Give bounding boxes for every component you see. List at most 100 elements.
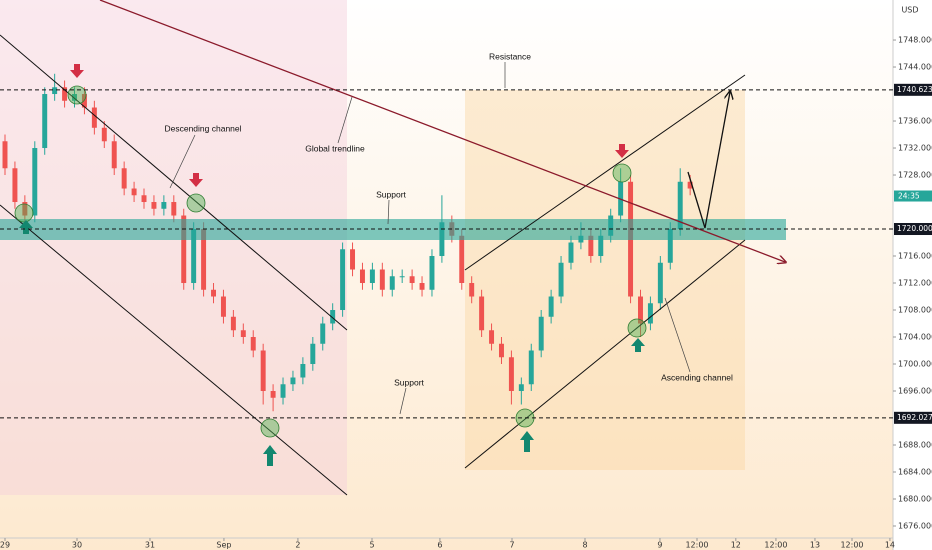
candle-body [181, 215, 187, 284]
candle-body [62, 87, 68, 101]
candle-body [389, 276, 395, 290]
up-arrow [631, 338, 645, 352]
candle-body [310, 343, 316, 365]
x-tick-label: 6 [437, 541, 442, 550]
pivot-circle [260, 418, 280, 438]
projection-arrow [687, 92, 730, 229]
callout [399, 387, 407, 415]
candle-body [250, 337, 256, 351]
candle-body [280, 384, 286, 398]
candle-body [399, 276, 405, 278]
down-arrow [189, 173, 203, 187]
up-arrows [19, 220, 645, 466]
x-tick-label: 7 [509, 541, 514, 550]
candle-body [498, 343, 504, 358]
x-tick-label: 31 [145, 541, 155, 550]
candle-body [12, 168, 18, 203]
y-tick-label: 1696.000 [898, 387, 932, 396]
candle-body [42, 94, 48, 149]
level-box [894, 83, 932, 96]
down-arrow [70, 64, 84, 78]
candle-body [558, 262, 564, 297]
candle-body [588, 235, 594, 257]
candle-body [429, 256, 435, 290]
candle-body [300, 364, 306, 378]
candle-body [32, 148, 38, 216]
candle-body [598, 235, 604, 257]
candle-body [677, 181, 683, 230]
y-tick-label: 1676.000 [898, 521, 932, 530]
candle-body [211, 289, 217, 297]
x-tick-label: Sep [216, 541, 231, 550]
candle-body [191, 229, 197, 284]
channel-line [0, 204, 348, 496]
callout [387, 199, 390, 225]
x-tick-label: 29 [0, 541, 10, 550]
candle-body [240, 330, 246, 338]
candle-body [657, 262, 663, 304]
pivot-circle [14, 203, 34, 223]
x-tick-label: 14 [885, 541, 895, 550]
candle-body [518, 384, 524, 392]
pivot-circle [612, 163, 632, 183]
pivot-circle [186, 193, 206, 213]
candle-body [528, 350, 534, 385]
y-tick-label: 1736.000 [898, 117, 932, 126]
candle-body [667, 229, 673, 263]
annotation: Descending channel [164, 123, 241, 133]
candle-body [379, 269, 385, 290]
channel-line [0, 34, 348, 331]
y-tick-label: 1716.000 [898, 252, 932, 261]
annotation: Support [376, 189, 406, 199]
candle-body [647, 303, 653, 324]
x-tick-label: 12:00 [685, 541, 708, 550]
descending-zone [0, 0, 347, 495]
candle-body [52, 87, 58, 95]
up-arrow [520, 431, 534, 452]
x-tick-label: 8 [582, 541, 587, 550]
candle-body [260, 350, 266, 392]
y-tick-label: 1684.000 [898, 467, 932, 476]
y-tick-label: 1732.000 [898, 144, 932, 153]
y-tick-label: 1728.000 [898, 171, 932, 180]
candle-body [469, 283, 475, 297]
countdown: 24:35 [898, 192, 920, 201]
level-label: 1740.623 [897, 85, 932, 94]
y-tick-label: 1680.000 [898, 494, 932, 503]
callout [169, 134, 196, 189]
callout [664, 297, 691, 373]
x-tick-label: 12:00 [764, 541, 787, 550]
candle-body [131, 188, 137, 196]
level-box [894, 223, 932, 236]
up-arrow [19, 220, 33, 234]
candle-body [568, 242, 574, 263]
candle-body [171, 202, 177, 216]
pivot-circle [627, 318, 647, 338]
ascending-zone [465, 90, 745, 470]
pivot-circle [67, 85, 87, 105]
candle-body [220, 296, 226, 317]
currency: USD [901, 6, 918, 15]
x-tick-label: 30 [72, 541, 82, 550]
candle-body [638, 296, 643, 324]
annotation: Global trendline [305, 143, 365, 153]
y-tick-label: 1688.000 [898, 440, 932, 449]
candle-body [489, 330, 495, 344]
y-tick-label: 1704.000 [898, 333, 932, 342]
countdown-box [894, 190, 932, 202]
candle-body [340, 249, 346, 311]
candle-body [350, 249, 356, 270]
candle-body [151, 202, 157, 209]
x-tick-label: 2 [295, 541, 300, 550]
candle-body [2, 141, 8, 169]
candle-body [290, 377, 296, 385]
candle-body [91, 107, 97, 128]
candle-body [359, 269, 365, 284]
x-tick-label: 5 [369, 541, 374, 550]
candle-body [121, 168, 127, 189]
candle-body [479, 296, 485, 331]
candle-body [72, 94, 77, 101]
candle-body [459, 235, 465, 284]
annotation: Support [394, 377, 424, 387]
